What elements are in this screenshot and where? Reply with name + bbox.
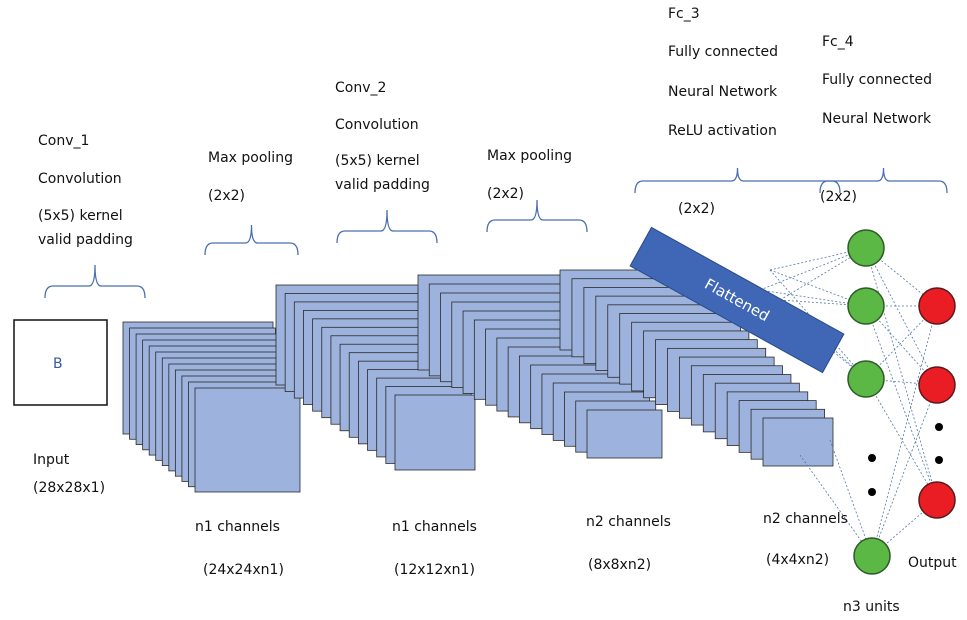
neuron-hidden [848,230,884,266]
feature-map-channels: n2 channels [586,514,671,530]
brace [205,225,298,255]
brace [635,168,840,193]
layer-label: Fc_3 [668,6,700,22]
neuron-hidden [848,361,884,397]
output-label: Output [908,555,957,571]
feature-map-channels: n2 channels [763,511,848,527]
feature-map-shape: (24x24xn1) [203,562,284,578]
neuron-hidden [848,288,884,324]
feature-map-shape: (8x8xn2) [588,557,651,573]
brace [337,210,437,243]
feature-map-channels: n1 channels [195,519,280,535]
layer-label: Neural Network [668,84,778,100]
connection [866,306,937,500]
connection [872,385,937,556]
input-label: Input [33,452,70,468]
brace [487,200,587,232]
input-symbol: B [53,356,63,372]
layer-label: Convolution [335,117,419,133]
layer-label: Fully connected [822,72,932,88]
layer-label: valid padding [38,232,133,248]
diagram: Conv_1 Convolution (5x5) kernel valid pa… [0,0,967,620]
layer-label: (5x5) kernel [335,153,420,169]
feature-map-shape: (4x4xn2) [766,552,829,568]
feature-slice [587,410,662,458]
layer-label: Convolution [38,171,122,187]
feature-slice [195,388,300,492]
feature-slice [763,418,833,466]
feature-map-channels: n1 channels [392,519,477,535]
ellipsis-dot [868,488,876,496]
neuron-output [919,482,955,518]
ellipsis-dot [868,454,876,462]
layer-label: Fully connected [668,44,778,60]
layer-label: Conv_1 [38,133,89,149]
connection [872,306,937,556]
layer-label: Max pooling [487,148,572,164]
neuron-output [919,288,955,324]
neuron-output [919,367,955,403]
brace [45,265,145,298]
layer-label: (5x5) kernel [38,208,123,224]
layer-label: valid padding [335,177,430,193]
layer-label: (2x2) [208,188,245,204]
layer-label: Fc_4 [822,34,854,50]
layer-label: Neural Network [822,111,932,127]
layer-label: Conv_2 [335,80,386,96]
units-label: n3 units [843,599,900,615]
feature-slice [395,395,475,470]
ellipsis-dot [935,456,943,464]
layer-label: ReLU activation [668,123,777,139]
layer-label: (2x2) [487,186,524,202]
ellipsis-dot [935,423,943,431]
input-shape: (28x28x1) [33,480,105,496]
layer-label: Max pooling [208,150,293,166]
neuron-hidden [854,538,890,574]
layer-size: (2x2) [678,201,715,217]
feature-map-shape: (12x12xn1) [394,562,475,578]
layer-size: (2x2) [820,189,857,205]
